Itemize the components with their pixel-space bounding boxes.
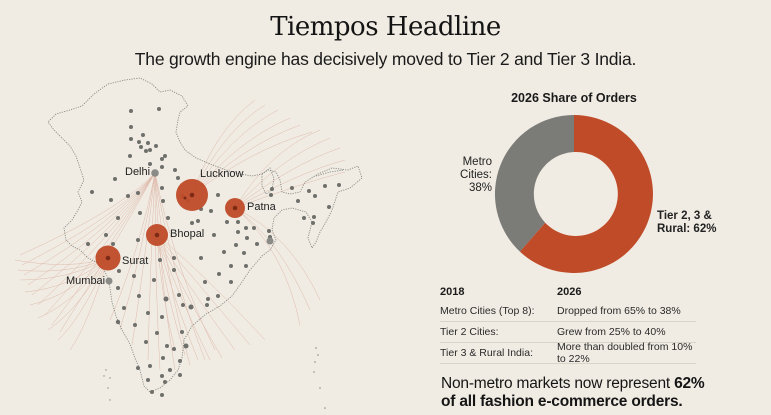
india-map: Delhi Lucknow Patna Bhopal Surat Mumbai [0, 70, 400, 415]
comparison-table: 2018 2026 Metro Cities (Top 8): Dropped … [440, 283, 696, 365]
headline: Tiempos Headline [270, 12, 501, 42]
subheadline: The growth engine has decisively moved t… [134, 49, 637, 69]
donut-slice-tier [519, 115, 653, 273]
country-outline [47, 77, 363, 393]
table-header: 2018 2026 [440, 283, 696, 301]
donut-chart [494, 114, 653, 273]
metro-city-markers [105, 169, 274, 285]
growth-city-markers [95, 179, 245, 271]
table-row: Tier 2 Cities: Grew from 25% to 40% [440, 322, 696, 343]
callout-text-lead: Non-metro markets now represent [441, 375, 675, 392]
donut-label-metro: Metro Cities: 38% [440, 156, 492, 195]
flow-lines [14, 99, 346, 371]
callout-text: Non-metro markets now represent 62% of a… [441, 375, 761, 411]
donut-slice-metro [494, 114, 574, 252]
table-row: Tier 3 & Rural India: More than doubled … [440, 341, 696, 365]
city-label-mumbai: Mumbai [66, 275, 106, 287]
callout-text-line2: of all fashion e-commerce orders. [441, 393, 683, 410]
town-dots [86, 107, 341, 397]
table-header-2018: 2018 [440, 286, 465, 298]
callout-highlight: 62% [674, 375, 705, 392]
table-row: Metro Cities (Top 8): Dropped from 65% t… [440, 301, 696, 322]
donut-label-tier-line2: Rural: 62% [657, 223, 717, 235]
row-label: Metro Cities (Top 8): [440, 305, 535, 317]
donut-label-metro-line1: Metro [462, 156, 492, 168]
row-value: Dropped from 65% to 38% [557, 305, 681, 317]
row-label: Tier 2 Cities: [440, 326, 499, 338]
donut-label-metro-line2: Cities: 38% [460, 169, 492, 194]
table-header-2026: 2026 [557, 286, 582, 298]
row-value: More than doubled from 10% to 22% [557, 341, 693, 365]
donut-title: 2026 Share of Orders [511, 91, 637, 105]
row-label: Tier 3 & Rural India: [440, 347, 533, 359]
city-label-bhopal: Bhopal [170, 228, 205, 240]
islands [103, 347, 326, 409]
donut-label-tier: Tier 2, 3 & Rural: 62% [657, 210, 716, 236]
city-label-patna: Patna [247, 201, 276, 213]
donut-label-tier-line1: Tier 2, 3 & [657, 210, 712, 222]
city-label-delhi: Delhi [125, 166, 151, 178]
city-label-lucknow: Lucknow [200, 168, 244, 180]
india-map-graphic [14, 77, 363, 409]
city-label-surat: Surat [122, 255, 149, 267]
row-value: Grew from 25% to 40% [557, 326, 666, 338]
